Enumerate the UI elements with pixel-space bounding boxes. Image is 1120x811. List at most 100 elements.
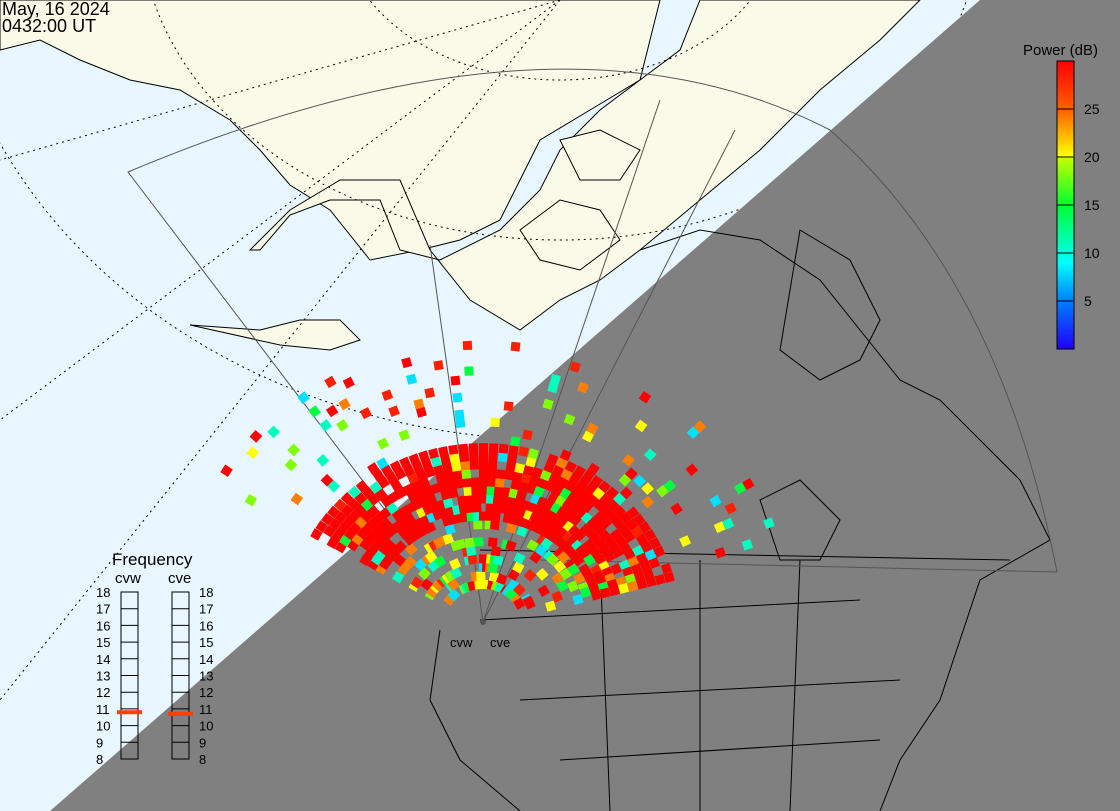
radar-cell bbox=[403, 512, 416, 525]
radar-cell bbox=[450, 375, 461, 386]
radar-cell bbox=[560, 468, 573, 481]
radar-cell bbox=[459, 452, 470, 463]
radar-cell bbox=[429, 482, 442, 495]
radar-cell bbox=[338, 398, 351, 411]
radar-cell bbox=[624, 467, 638, 481]
radar-cell bbox=[663, 571, 675, 583]
radar-cell bbox=[504, 470, 515, 481]
radar-cell bbox=[724, 502, 737, 515]
radar-cell bbox=[425, 493, 438, 505]
radar-cell bbox=[518, 481, 530, 493]
radar-cell bbox=[566, 580, 579, 593]
radar-cell bbox=[509, 436, 521, 447]
radar-cell bbox=[569, 361, 581, 373]
radar-cell bbox=[638, 521, 652, 534]
frequency-tick-right: 14 bbox=[199, 652, 213, 667]
radar-cell bbox=[494, 477, 505, 488]
radar-cell bbox=[421, 458, 433, 470]
radar-cell bbox=[424, 521, 437, 534]
radar-cell bbox=[587, 462, 600, 476]
radar-cell bbox=[492, 554, 504, 566]
radar-cell bbox=[310, 528, 323, 541]
frequency-label-cvw: cvw bbox=[115, 570, 141, 587]
radar-cell bbox=[528, 475, 540, 487]
radar-cell bbox=[470, 477, 481, 487]
radar-cell bbox=[393, 554, 406, 567]
radar-cell bbox=[641, 495, 655, 509]
radar-cell bbox=[246, 446, 260, 460]
radar-cell bbox=[493, 486, 504, 497]
radar-cell bbox=[636, 578, 648, 590]
colorbar-tick-label: 5 bbox=[1084, 293, 1092, 309]
radar-cell bbox=[495, 573, 508, 586]
radar-cell bbox=[319, 419, 332, 432]
radar-cell bbox=[440, 454, 451, 466]
radar-cell bbox=[613, 505, 626, 518]
radar-cell bbox=[512, 561, 525, 574]
colorbar-ticks: 25 20 15 10 5 bbox=[1057, 101, 1100, 309]
radar-cell bbox=[512, 471, 523, 483]
radar-cell bbox=[489, 520, 500, 531]
radar-cell bbox=[555, 457, 568, 469]
radar-cell bbox=[605, 486, 619, 500]
radar-cell bbox=[552, 464, 564, 477]
radar-cell bbox=[320, 473, 334, 487]
radar-cell bbox=[392, 571, 405, 584]
radar-cell bbox=[406, 472, 419, 485]
radar-cell bbox=[443, 471, 455, 482]
radar-cell bbox=[507, 568, 520, 582]
radar-cell bbox=[598, 480, 611, 494]
radar-cell bbox=[415, 406, 427, 418]
radar-cell bbox=[611, 546, 624, 559]
radar-cell bbox=[548, 472, 561, 485]
frequency-marker-cve bbox=[168, 711, 193, 716]
radar-cell bbox=[473, 520, 483, 530]
radar-cell bbox=[340, 492, 354, 505]
radar-cell bbox=[526, 539, 539, 552]
radar-cell bbox=[663, 479, 677, 493]
radar-cell bbox=[455, 538, 467, 550]
radar-cell bbox=[599, 587, 611, 599]
radar-cell bbox=[479, 451, 488, 461]
radar-cell bbox=[404, 555, 417, 569]
radar-cell bbox=[670, 502, 683, 516]
radar-cell bbox=[442, 497, 454, 509]
radar-cell bbox=[531, 466, 543, 479]
radar-cell bbox=[583, 553, 596, 567]
radar-cell bbox=[398, 429, 411, 441]
site-label-cve: cve bbox=[490, 635, 510, 650]
radar-cell bbox=[498, 443, 509, 454]
radar-cell bbox=[630, 525, 644, 539]
radar-cell bbox=[476, 571, 486, 581]
radar-cell bbox=[549, 373, 561, 385]
frequency-tick-left: 11 bbox=[96, 702, 110, 717]
radar-cell bbox=[455, 418, 466, 429]
radar-cell bbox=[486, 477, 497, 487]
radar-cell bbox=[380, 464, 394, 477]
radar-cell bbox=[472, 502, 482, 513]
radar-cell bbox=[525, 456, 537, 468]
radar-cell bbox=[579, 586, 592, 599]
radar-cell bbox=[438, 446, 449, 457]
radar-cell bbox=[451, 461, 462, 472]
radar-cell bbox=[321, 512, 334, 526]
radar-cell bbox=[622, 453, 635, 467]
radar-cell bbox=[685, 463, 699, 476]
radar-cell bbox=[556, 550, 570, 564]
radar-cell bbox=[432, 464, 445, 476]
radar-cell bbox=[573, 572, 586, 585]
radar-cell bbox=[444, 523, 456, 535]
radar-cell bbox=[514, 463, 525, 474]
radar-cell bbox=[348, 485, 361, 499]
radar-cell bbox=[586, 422, 599, 435]
radar-cell bbox=[424, 550, 438, 564]
radar-cell bbox=[479, 494, 488, 504]
radar-cell bbox=[508, 444, 519, 456]
radar-cell bbox=[486, 485, 496, 496]
radar-cell bbox=[468, 443, 479, 453]
radar-cell bbox=[340, 504, 354, 518]
radar-cell bbox=[714, 547, 727, 559]
radar-cell bbox=[632, 513, 646, 527]
radar-cell bbox=[734, 482, 747, 495]
frequency-title: Frequency bbox=[112, 550, 193, 569]
